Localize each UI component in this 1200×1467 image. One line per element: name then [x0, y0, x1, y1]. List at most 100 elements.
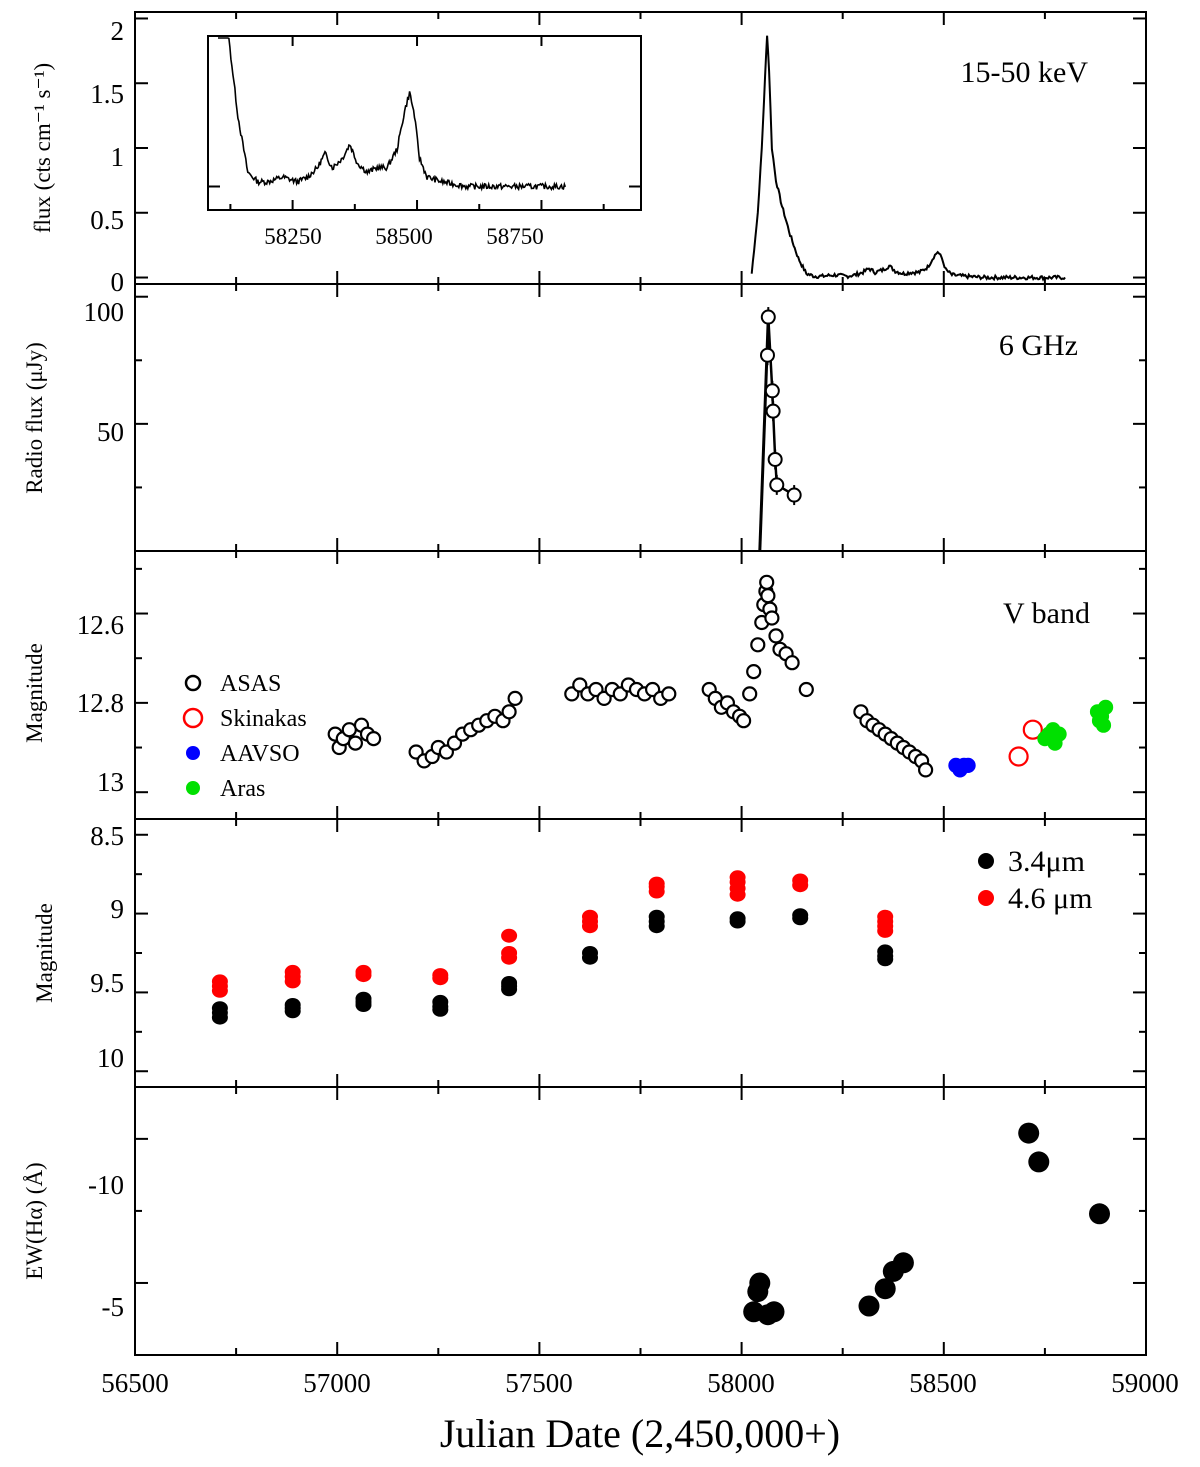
ir-point-3.4um: [284, 998, 301, 1012]
legend-marker-skinakas: [182, 707, 204, 729]
xtick-58500: 58500: [909, 1368, 977, 1398]
legend-marker-aras: [186, 781, 200, 795]
legend-label-4.6um: 4.6 μm: [1008, 882, 1092, 915]
ir-point-3.4um: [792, 908, 809, 923]
halpha-point: [874, 1278, 896, 1300]
radio-point: [769, 477, 785, 493]
ytick-ir-9.5: 9.5: [90, 968, 124, 998]
legend-label-asas: ASAS: [220, 671, 281, 697]
panel-label-vband: V band: [1003, 597, 1090, 630]
ylabel-ir: Magnitude: [32, 903, 57, 1003]
panel-vband: V band Magnitude 12.6 12.8 13 ASAS Skina…: [22, 550, 1147, 820]
halpha-point: [1089, 1203, 1110, 1225]
halpha-point: [1018, 1122, 1040, 1144]
ytick-xray-0: 0: [111, 267, 125, 297]
legend-marker-asas: [184, 674, 202, 692]
ir-point-4.6um: [284, 964, 301, 979]
ytick-radio-100: 100: [84, 297, 125, 327]
ytick-xray-1: 1: [111, 142, 125, 172]
xray-lightcurve: [750, 35, 1066, 282]
ytick-vband-12.6: 12.6: [77, 610, 124, 640]
ir-point-3.4um: [432, 994, 449, 1009]
vband-point-asas: [917, 762, 934, 778]
legend-marker-aavso: [186, 746, 200, 760]
ir-point-4.6um: [432, 968, 449, 983]
legend-label-3.4um: 3.4μm: [1008, 845, 1085, 878]
vband-point-aras: [1095, 717, 1112, 733]
panel-radio: 6 GHz Radio flux (μJy) 50 100: [22, 283, 1147, 552]
ytick-ir-8.5: 8.5: [90, 821, 124, 851]
vband-point-asas: [507, 690, 523, 707]
ir-point-4.6um: [211, 974, 228, 989]
vband-point-asas: [501, 704, 517, 720]
ytick-halpha--10: -10: [88, 1170, 124, 1200]
vband-point-asas: [760, 588, 776, 604]
legend-label-aavso: AAVSO: [220, 741, 300, 767]
inset-xtick-58750: 58750: [486, 224, 544, 249]
legend-vband: ASAS Skinakas AAVSO Aras: [182, 671, 307, 802]
x-axis-label: Julian Date (2,450,000+): [440, 1411, 840, 1456]
vband-point-aras: [1051, 726, 1067, 742]
ir-point-3.4um: [211, 1001, 228, 1016]
ir-point-3.4um: [501, 976, 518, 990]
xtick-58000: 58000: [707, 1368, 775, 1398]
xtick-59000: 59000: [1111, 1368, 1179, 1398]
inset-lightcurve: [218, 37, 567, 192]
halpha-point: [763, 1301, 785, 1323]
vband-point-asas: [735, 713, 752, 729]
panel-halpha: EW(Hα) (Å) -10 -5: [22, 1086, 1147, 1356]
ytick-xray-0.5: 0.5: [90, 205, 124, 235]
vband-point-skinakas: [1022, 719, 1043, 740]
vband-point-asas: [366, 730, 382, 747]
vband-point-asas: [764, 610, 780, 626]
halpha-point: [892, 1252, 914, 1274]
ir-point-4.6um: [355, 964, 372, 979]
ytick-halpha--5: -5: [102, 1292, 125, 1322]
halpha-point: [858, 1295, 880, 1317]
radio-point: [786, 487, 802, 503]
ir-point-3.4um: [582, 946, 598, 960]
legend-label-aras: Aras: [220, 776, 265, 802]
radio-point: [760, 309, 776, 325]
x-axis: 56500 57000 57500 58000 58500 59000 Juli…: [101, 1368, 1179, 1456]
ytick-ir-9: 9: [111, 894, 125, 924]
halpha-point: [1028, 1151, 1050, 1173]
inset-xtick-58250: 58250: [264, 224, 322, 249]
ylabel-vband: Magnitude: [22, 643, 47, 743]
legend-ir: 3.4μm 4.6 μm: [978, 845, 1092, 915]
xtick-56500: 56500: [101, 1368, 169, 1398]
vband-point-asas: [798, 681, 814, 698]
vband-point-asas: [341, 722, 357, 738]
ir-point-4.6um: [501, 946, 518, 960]
vband-point-asas: [746, 663, 762, 680]
legend-label-skinakas: Skinakas: [220, 706, 307, 732]
ytick-vband-13: 13: [97, 767, 124, 797]
vband-point-asas: [759, 574, 775, 590]
inset-xtick-58500: 58500: [375, 224, 433, 249]
legend-marker-4.6um: [978, 890, 994, 906]
vband-point-asas: [742, 686, 758, 702]
radio-point: [765, 403, 781, 419]
vband-point-asas: [784, 655, 800, 671]
ytick-xray-1.5: 1.5: [90, 79, 124, 109]
ir-point-4.6um: [648, 876, 665, 891]
panel-label-radio: 6 GHz: [999, 329, 1078, 362]
ir-point-4.6um: [729, 870, 746, 885]
ir-point-3.4um: [877, 944, 894, 959]
panel-xray: 15-50 keV flux (cts cm⁻¹ s⁻¹) 0 0.5 1 1.…: [30, 11, 1147, 297]
vband-point-asas: [347, 735, 363, 751]
halpha-point: [749, 1272, 771, 1294]
ir-point-3.4um: [355, 991, 372, 1006]
panel-label-xray: 15-50 keV: [961, 56, 1089, 89]
legend-marker-3.4um: [978, 853, 994, 869]
ylabel-halpha: EW(Hα) (Å): [22, 1162, 47, 1279]
ir-point-4.6um: [792, 873, 809, 888]
vband-point-asas: [750, 637, 766, 653]
ytick-radio-50: 50: [97, 417, 124, 447]
ir-point-4.6um: [501, 928, 518, 943]
ylabel-xray: flux (cts cm⁻¹ s⁻¹): [30, 63, 55, 233]
vband-point-aras: [1097, 699, 1114, 715]
panel-ir: Magnitude 8.5 9 9.5 10 3.4μm 4.6 μm: [32, 818, 1147, 1088]
vband-point-asas: [661, 686, 677, 702]
